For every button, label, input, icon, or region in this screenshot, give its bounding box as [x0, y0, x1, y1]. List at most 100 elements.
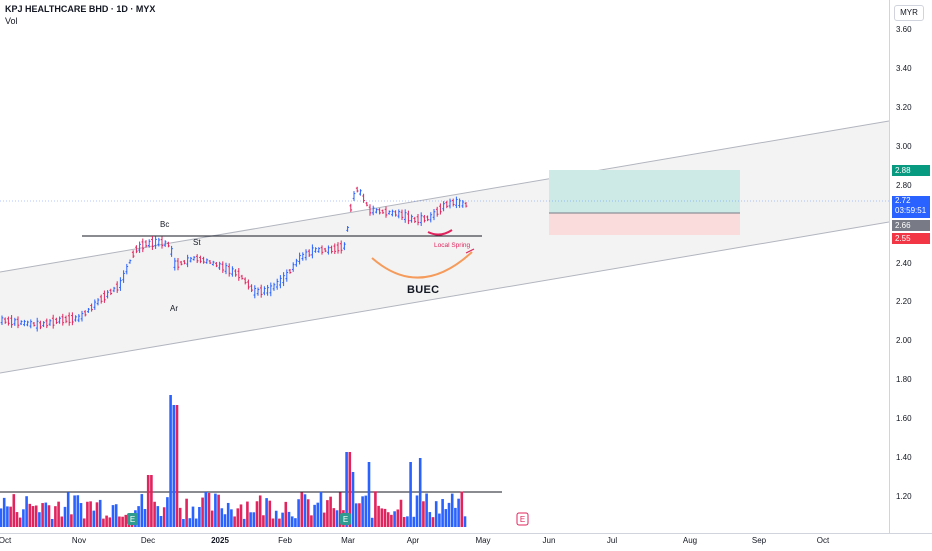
- currency-button[interactable]: MYR: [894, 5, 924, 21]
- price-bar: [138, 241, 141, 253]
- price-tick: 1.40: [896, 453, 912, 462]
- price-bar: [23, 319, 26, 327]
- price-bar: [266, 284, 269, 296]
- price-bar: [298, 252, 301, 265]
- volume-bar: [79, 503, 83, 527]
- price-tick: 3.40: [896, 64, 912, 73]
- earnings-marker-future[interactable]: E: [516, 512, 529, 526]
- volume-bar: [89, 501, 92, 527]
- symbol-title[interactable]: KPJ HEALTHCARE BHD · 1D · MYX: [5, 4, 156, 14]
- annotation-local-spring: Local Spring: [434, 242, 471, 249]
- price-bar: [311, 244, 314, 259]
- volume-bar: [258, 495, 262, 527]
- volume-bar: [354, 503, 358, 527]
- price-bar: [208, 259, 212, 265]
- price-bar: [247, 279, 250, 290]
- price-bar: [288, 268, 292, 274]
- price-bar: [227, 263, 231, 277]
- volume-bar: [214, 493, 217, 527]
- volume-bar: [143, 508, 147, 527]
- earnings-marker-2[interactable]: E: [340, 513, 351, 525]
- volume-bar: [390, 514, 393, 527]
- price-bar: [275, 278, 279, 290]
- price-bar: [135, 245, 138, 254]
- price-bar: [83, 310, 87, 317]
- price-bar: [378, 208, 381, 215]
- price-bar: [109, 288, 113, 296]
- volume-indicator-label[interactable]: Vol: [5, 16, 18, 26]
- loss-zone[interactable]: [549, 213, 740, 235]
- volume-bar: [377, 505, 380, 527]
- price-bar: [400, 209, 404, 220]
- time-tick: Aug: [682, 536, 698, 545]
- earnings-marker-1[interactable]: E: [127, 513, 138, 525]
- volume-bar: [191, 506, 195, 527]
- volume-bar: [162, 507, 166, 527]
- price-bar: [10, 315, 13, 328]
- price-bar: [74, 315, 77, 322]
- volume-bar: [114, 504, 118, 527]
- volume-bar: [329, 496, 332, 527]
- annotation-ar: Ar: [170, 304, 178, 313]
- price-bar: [160, 236, 164, 249]
- price-bar: [442, 201, 445, 212]
- time-axis[interactable]: [0, 533, 932, 551]
- profit-zone[interactable]: [549, 170, 740, 213]
- price-bar: [413, 216, 417, 223]
- price-bar: [42, 321, 45, 328]
- price-bar: [64, 315, 68, 324]
- channel-upper-line: [0, 120, 889, 273]
- price-bar: [147, 239, 151, 248]
- volume-bar: [57, 501, 60, 527]
- volume-bar: [204, 491, 208, 527]
- volume-bar: [281, 512, 284, 527]
- volume-bar: [249, 512, 252, 527]
- price-bar: [253, 285, 257, 299]
- price-tick: 1.80: [896, 375, 912, 384]
- volume-bar: [22, 509, 25, 527]
- price-bar: [224, 262, 228, 275]
- volume-bar: [50, 518, 54, 527]
- volume-bar: [406, 516, 409, 527]
- volume-bar: [380, 508, 384, 527]
- price-bar: [170, 245, 173, 257]
- volume-bar: [86, 501, 89, 527]
- price-bar: [199, 255, 202, 264]
- volume-bar: [217, 494, 220, 527]
- volume-bar: [18, 517, 22, 527]
- volume-bar: [169, 395, 172, 527]
- price-bar: [336, 242, 340, 254]
- volume-bar: [102, 518, 105, 527]
- volume-bar: [28, 503, 32, 527]
- volume-bar: [236, 508, 240, 527]
- price-bar: [426, 215, 429, 222]
- price-bar: [0, 315, 4, 326]
- price-bar: [285, 269, 289, 282]
- price-bar: [419, 212, 423, 226]
- volume-bar: [0, 508, 3, 527]
- price-bar: [211, 260, 215, 266]
- price-bar: [458, 198, 461, 208]
- price-bar: [189, 256, 193, 263]
- price-bars: [0, 186, 468, 332]
- price-axis[interactable]: [889, 0, 932, 534]
- price-bar: [96, 298, 100, 306]
- volume-bar: [265, 498, 268, 527]
- earnings-label: E: [343, 515, 348, 524]
- price-bar: [16, 316, 20, 329]
- price-bar: [464, 202, 468, 208]
- price-bar: [384, 206, 388, 218]
- volume-bar: [422, 501, 425, 527]
- price-bar: [352, 191, 356, 201]
- volume-bar: [95, 502, 99, 527]
- chart-canvas[interactable]: E E E: [0, 0, 889, 533]
- volume-bar: [271, 518, 275, 527]
- volume-bar: [246, 501, 249, 527]
- price-bar: [131, 250, 135, 258]
- price-bar: [394, 210, 397, 217]
- volume-bar: [255, 501, 259, 527]
- volume-bar: [121, 516, 124, 527]
- volume-bar: [105, 515, 108, 527]
- price-tick: 3.20: [896, 103, 912, 112]
- volume-bar: [460, 491, 464, 527]
